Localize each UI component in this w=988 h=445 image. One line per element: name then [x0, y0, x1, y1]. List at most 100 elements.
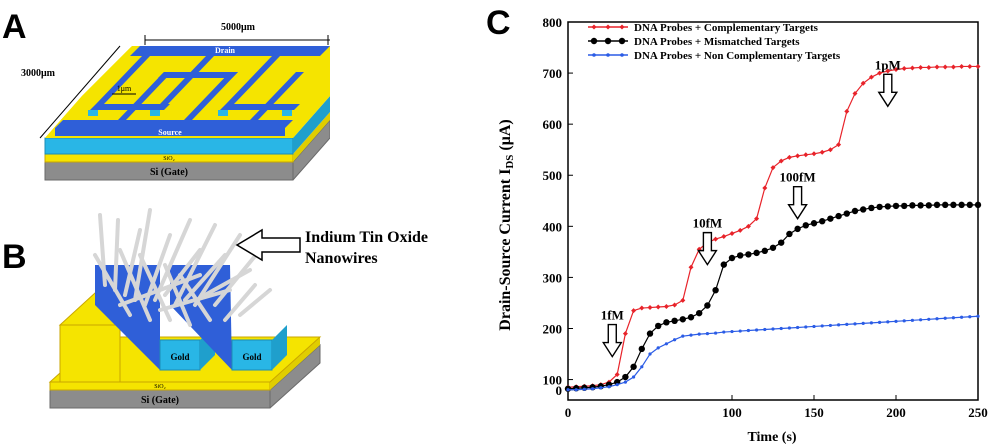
data-point [663, 304, 669, 310]
legend-entry: DNA Probes + Mismatched Targets [588, 36, 800, 48]
data-point [663, 319, 670, 326]
data-point [681, 334, 685, 338]
data-point [935, 317, 939, 321]
data-point [966, 201, 973, 209]
data-point [745, 251, 752, 258]
data-point [868, 204, 875, 212]
data-point [771, 327, 775, 331]
data-point [884, 203, 891, 210]
data-point [868, 74, 874, 80]
data-point [910, 318, 914, 322]
data-point [786, 230, 793, 238]
data-point [886, 320, 890, 324]
data-point [975, 63, 981, 69]
y-tick-label: 500 [543, 168, 563, 183]
data-point [705, 331, 709, 336]
data-point [622, 373, 629, 381]
legend-entry: DNA Probes + Complementary Targets [588, 22, 819, 34]
legend-label: DNA Probes + Complementary Targets [634, 22, 819, 34]
data-point [673, 338, 677, 342]
data-point [688, 264, 694, 270]
data-point [614, 371, 620, 377]
panel-a-letter: A [2, 8, 27, 46]
nanowire-label-line1: Indium Tin Oxide [305, 229, 428, 246]
data-point [737, 227, 743, 233]
data-point [779, 326, 783, 331]
concentration-arrow: 100fM [780, 170, 816, 220]
data-point [877, 70, 883, 76]
data-point [655, 304, 661, 310]
data-point [885, 68, 891, 74]
data-point [943, 316, 947, 320]
data-point [582, 387, 586, 391]
dim-width-label: 5000μm [221, 22, 256, 33]
data-point [754, 216, 760, 222]
concentration-arrow: 1pM [875, 57, 901, 108]
data-point [631, 308, 637, 314]
concentration-arrow: 10fM [693, 216, 722, 266]
gate-label-b: Si (Gate) [141, 395, 179, 406]
series-line [567, 65, 978, 388]
drain-label: Drain [215, 46, 236, 55]
electrode-right-label: Gold [242, 352, 261, 362]
data-point [720, 261, 727, 268]
data-point [746, 328, 750, 333]
data-point [607, 385, 611, 389]
data-point [967, 63, 973, 69]
data-point [738, 329, 742, 333]
data-point [901, 202, 908, 210]
arrow-label: 100fM [780, 170, 816, 185]
data-point [687, 314, 695, 321]
data-point [769, 244, 777, 251]
data-point [852, 91, 858, 97]
plot-frame [567, 21, 979, 401]
data-point [737, 252, 744, 259]
data-point [974, 201, 982, 209]
nanowire-label-line2: Nanowires [305, 250, 378, 267]
data-point [615, 383, 619, 387]
data-point [640, 365, 644, 369]
data-point [761, 247, 768, 255]
data-point [697, 332, 701, 336]
data-point [623, 380, 627, 384]
data-point [960, 315, 964, 319]
data-point [820, 324, 824, 328]
data-point [950, 64, 956, 70]
oxide-label-a: SiO₂ [163, 156, 174, 162]
data-point [811, 151, 817, 157]
data-point [827, 147, 833, 153]
data-point [836, 142, 842, 148]
data-point [902, 319, 906, 323]
data-point [835, 212, 842, 220]
data-point [951, 316, 955, 320]
data-point [566, 388, 570, 392]
data-point [639, 305, 645, 311]
data-point [794, 225, 801, 233]
data-point [778, 239, 785, 246]
data-point [763, 327, 767, 332]
data-point [844, 108, 850, 114]
legend-label: DNA Probes + Non Complementary Targets [634, 50, 841, 62]
data-point [802, 222, 809, 229]
y-tick-label: 600 [543, 117, 563, 132]
data-point [770, 165, 776, 171]
data-point [689, 333, 693, 337]
electrode-left-label: Gold [170, 352, 189, 362]
data-point [795, 153, 801, 159]
data-point [909, 202, 916, 209]
oxide-label-b: SiO₂ [154, 384, 165, 390]
data-point [860, 206, 867, 213]
data-point [755, 328, 759, 332]
data-point [796, 325, 800, 330]
data-point [925, 202, 932, 209]
data-point [753, 249, 760, 257]
panel-b-schematic: Si (Gate) SiO₂ Gold Gold [48, 208, 428, 409]
x-tick-label: 200 [886, 405, 906, 420]
data-point [853, 322, 857, 326]
series-2 [566, 314, 980, 392]
data-point [861, 321, 865, 325]
data-point [959, 63, 965, 69]
data-point [919, 318, 923, 322]
data-point [934, 64, 940, 70]
